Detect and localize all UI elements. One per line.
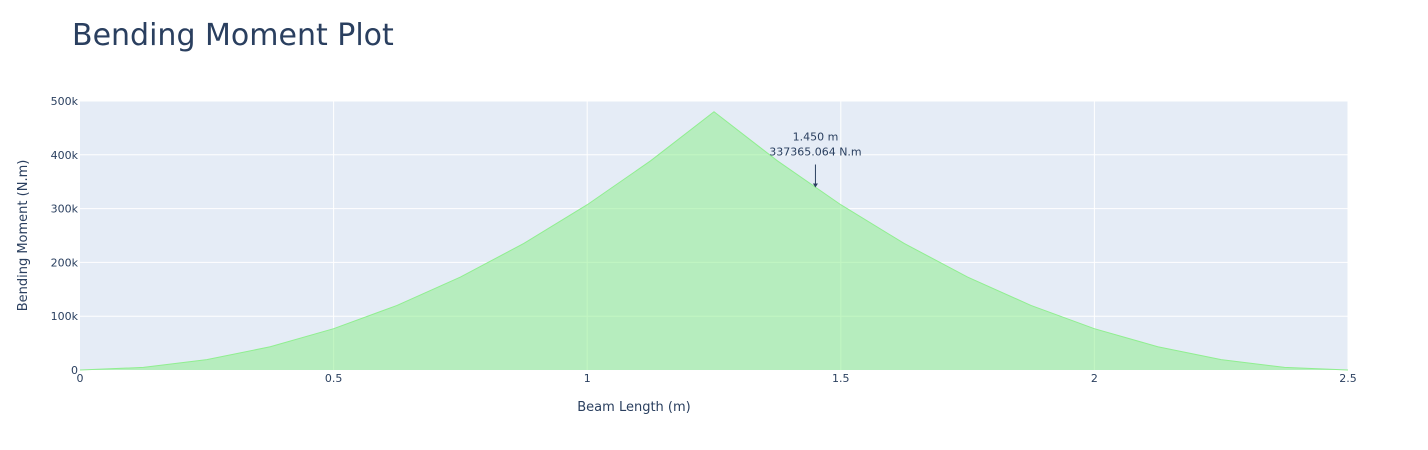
y-tick-label: 400k (51, 149, 79, 162)
annotation-text: 337365.064 N.m (769, 145, 861, 158)
area-line (79, 111, 1349, 371)
x-axis-title: Beam Length (m) (577, 400, 690, 415)
y-tick-label: 300k (51, 203, 79, 216)
x-tick-label: 0.5 (325, 372, 343, 385)
y-tick-label: 500k (51, 95, 79, 108)
chart-title: Bending Moment Plot (72, 18, 394, 53)
x-tick-label: 1.5 (832, 372, 850, 385)
annotation-text: 1.450 m (793, 130, 839, 143)
y-tick-label: 200k (51, 256, 79, 269)
y-tick-label: 100k (51, 310, 79, 323)
annotation-arrowhead (812, 183, 818, 188)
x-tick-label: 0 (77, 372, 84, 385)
y-axis-title: Bending Moment (N.m) (16, 160, 31, 312)
y-tick-label: 0 (71, 364, 78, 377)
x-tick-label: 2.5 (1339, 372, 1357, 385)
x-tick-label: 1 (584, 372, 591, 385)
x-tick-label: 2 (1091, 372, 1098, 385)
